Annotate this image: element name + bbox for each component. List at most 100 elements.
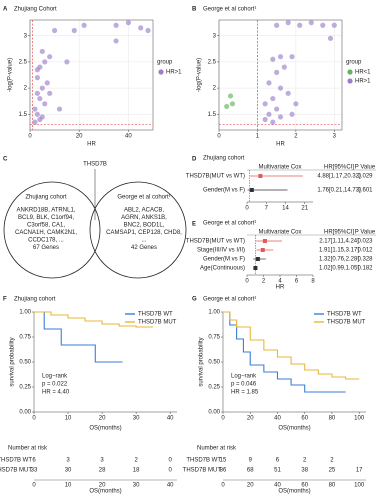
point [34, 67, 40, 73]
hr-marker [255, 257, 260, 261]
legend-label: HR>1 [355, 79, 371, 85]
ci-label: 1.91[1.15,3.17] [319, 248, 359, 254]
point [270, 95, 276, 102]
x-tick-label: 0 [221, 416, 225, 422]
x-axis-label: OS(months) [278, 426, 310, 432]
point [113, 38, 119, 44]
y-tick-label: 0.25 [19, 385, 31, 391]
p-value: 0.029 [357, 174, 373, 180]
point [32, 119, 38, 125]
point [145, 27, 151, 34]
point [71, 27, 77, 34]
x-tick-label: 0 [28, 134, 32, 140]
point [32, 106, 38, 112]
y-tick-label: 2.5 [208, 59, 217, 65]
y-tick-label: 1.00 [19, 310, 31, 316]
legend-label: THSD7B WT [138, 312, 173, 318]
risk-count: 86 [220, 468, 227, 474]
venn-set [3, 181, 101, 279]
point [47, 90, 53, 96]
risk-title: Number at risk [8, 446, 48, 452]
point [224, 103, 230, 110]
point [289, 54, 295, 60]
point [34, 111, 40, 117]
survival-curve [34, 311, 123, 363]
x-tick-label: 1 [256, 134, 260, 140]
gene-list: ... [141, 238, 146, 244]
x-tick-label: 21 [301, 206, 308, 212]
y-tick-label: 1.5 [208, 112, 217, 118]
risk-count: 18 [133, 468, 140, 474]
y-tick-label: 2 [213, 86, 217, 92]
annotation: HR = 1.85 [231, 390, 259, 396]
y-tick-label: 0.25 [208, 385, 220, 391]
row-label: Stage(III/IV vs I/II) [197, 248, 245, 254]
column-header: HR[95%CI] [324, 230, 354, 236]
point [34, 90, 40, 96]
risk-x-label: OS(months) [278, 489, 310, 495]
x-tick-label: 40 [125, 134, 132, 140]
risk-count: 68 [247, 468, 254, 474]
ci-label: 1.32[0.76,2.28] [319, 257, 359, 263]
point [274, 106, 280, 112]
risk-row-label: THSD7B WT [186, 458, 221, 464]
chart-title: Zhujiang cohort [14, 297, 56, 303]
panel-letter: C [3, 157, 8, 163]
x-tick-label: 60 [301, 416, 308, 422]
risk-time-label: 40 [167, 483, 174, 489]
hr-marker [253, 266, 258, 270]
x-tick-label: 30 [133, 416, 140, 422]
plot-frame [218, 19, 343, 131]
point [44, 80, 50, 86]
annotation: p = 0.022 [42, 382, 68, 388]
point [297, 22, 303, 28]
y-tick-label: 0.75 [19, 335, 31, 341]
annotation: p = 0.046 [231, 382, 257, 388]
gene-list: BNC2, BOD1L, [124, 223, 165, 229]
point [270, 56, 276, 62]
x-tick-label: 10 [65, 416, 72, 422]
gene-list: ANKRD18B, ATRNL1, [17, 208, 76, 214]
row-label: Gender(M vs F) [203, 188, 245, 194]
p-value: 0.601 [357, 188, 373, 194]
risk-count: 25 [329, 468, 336, 474]
point [274, 69, 280, 75]
risk-row-label: THSD7B MUT [0, 468, 32, 474]
y-axis-label: survival probability [10, 337, 16, 386]
risk-time-label: 60 [301, 483, 308, 489]
x-tick-label: 2 [262, 279, 266, 285]
survival-curve [223, 311, 346, 393]
x-tick-label: 20 [99, 416, 106, 422]
risk-row-label: THSD7B MUT [183, 468, 222, 474]
row-label: Age(Continuous) [200, 266, 245, 272]
point [285, 90, 291, 96]
risk-title: Number at risk [197, 446, 237, 452]
risk-time-label: 20 [247, 483, 254, 489]
point [262, 101, 268, 107]
risk-time-label: 100 [354, 483, 365, 489]
annotation: HR = 4.40 [42, 390, 70, 396]
point [266, 80, 272, 86]
point [56, 106, 63, 112]
venn-set [89, 181, 187, 279]
hr-marker [262, 239, 267, 243]
gene-list: 42 Genes [131, 245, 157, 251]
gene-list: 67 Genes [33, 245, 59, 251]
point [47, 54, 53, 60]
panel-letter: F [3, 297, 7, 303]
point [289, 111, 295, 117]
point [125, 20, 131, 26]
x-tick-label: 40 [167, 416, 174, 422]
ci-label: 1.02[0.99,1.05] [319, 266, 359, 272]
x-tick-label: 20 [247, 416, 254, 422]
risk-count: 9 [249, 458, 253, 464]
y-tick-label: 0.50 [208, 360, 220, 366]
point [293, 101, 299, 107]
p-value: 0.328 [357, 257, 373, 263]
risk-count: 2 [303, 458, 307, 464]
legend-label: THSD7B MUT [138, 320, 177, 326]
point [37, 95, 43, 102]
row-label: THSD7B(MUT vs WT) [186, 174, 245, 180]
legend-label: HR<1 [355, 70, 371, 76]
point [262, 116, 268, 123]
